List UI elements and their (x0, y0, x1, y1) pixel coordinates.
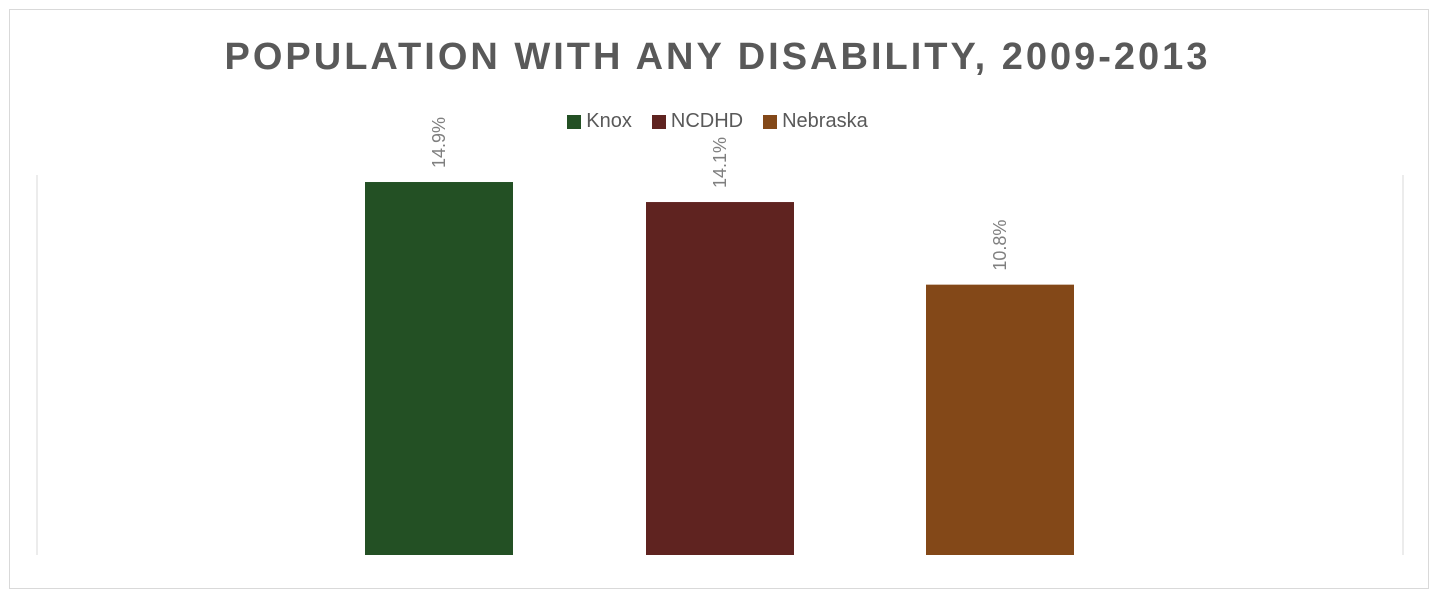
legend-item-ncdhd: NCDHD (651, 110, 744, 133)
legend: Knox NCDHD Nebraska (0, 110, 1435, 133)
legend-label-nebraska: Nebraska (782, 110, 868, 132)
bars-layer (365, 182, 1074, 555)
bar-ncdhd (646, 202, 794, 555)
bar-knox (365, 182, 513, 555)
legend-swatch-ncdhd (651, 114, 666, 129)
legend-swatch-knox (567, 114, 582, 129)
legend-swatch-nebraska (763, 114, 778, 129)
data-label-ncdhd: 14.1% (710, 137, 730, 188)
chart-title: POPULATION WITH ANY DISABILITY, 2009-201… (224, 36, 1211, 78)
legend-label-ncdhd: NCDHD (670, 110, 744, 132)
legend-label-knox: Knox (586, 110, 632, 132)
bar-nebraska (926, 284, 1074, 555)
data-label-knox: 14.9% (429, 117, 449, 168)
legend-item-knox: Knox (567, 110, 632, 133)
legend-item-nebraska: Nebraska (763, 110, 868, 133)
labels-layer: 14.9% 14.1% 10.8% (429, 117, 1010, 271)
data-label-nebraska: 10.8% (990, 220, 1010, 271)
